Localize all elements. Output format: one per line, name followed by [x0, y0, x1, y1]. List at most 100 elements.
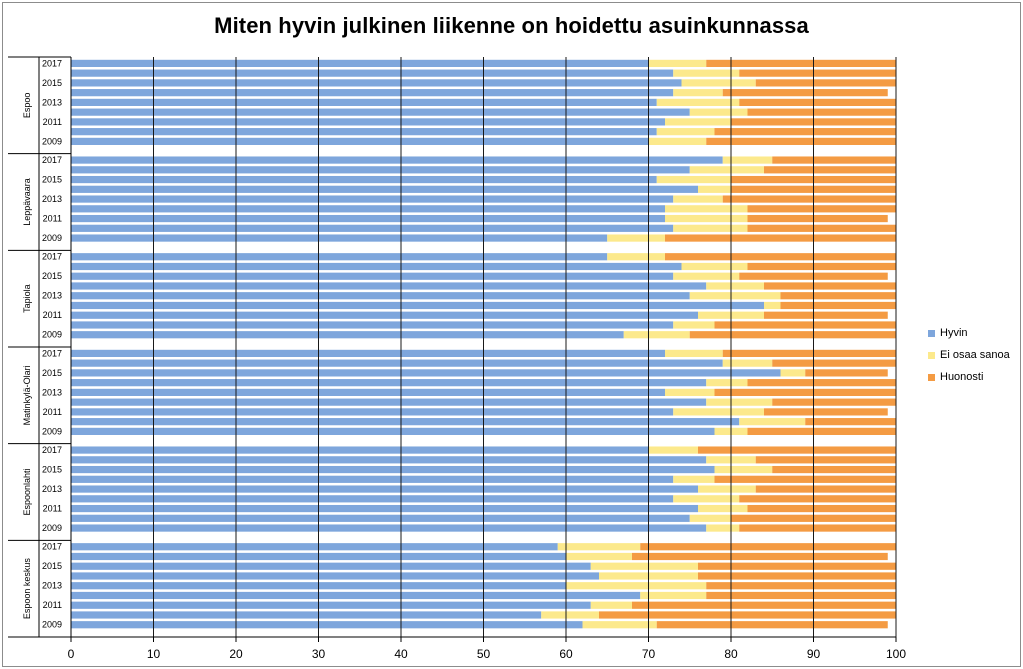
bar-huonosti: [780, 301, 896, 310]
bar-hyvin: [71, 272, 674, 280]
bar-huonosti: [632, 552, 888, 561]
bar-hyvin: [71, 89, 674, 97]
bar-huonosti: [764, 408, 888, 416]
bar-huonosti: [698, 562, 896, 570]
bar-ei-osaa-sanoa: [590, 601, 632, 609]
bar-ei-osaa-sanoa: [665, 214, 748, 223]
bar-ei-osaa-sanoa: [640, 591, 707, 600]
bar-huonosti: [714, 388, 896, 396]
x-tick-label: 0: [68, 647, 75, 661]
bar-ei-osaa-sanoa: [673, 495, 740, 503]
bar-hyvin: [71, 446, 649, 454]
bar-huonosti: [780, 292, 896, 300]
bar-huonosti: [739, 98, 896, 106]
bar-ei-osaa-sanoa: [582, 621, 657, 629]
year-label: 2015: [42, 175, 62, 185]
x-tick-label: 80: [724, 647, 738, 661]
bar-ei-osaa-sanoa: [764, 301, 781, 310]
x-tick-label: 90: [807, 647, 821, 661]
bar-ei-osaa-sanoa: [689, 166, 764, 174]
year-label: 2017: [42, 58, 62, 68]
x-tick-label: 100: [886, 647, 906, 661]
bar-hyvin: [71, 572, 599, 580]
bar-hyvin: [71, 321, 674, 329]
bar-ei-osaa-sanoa: [566, 582, 707, 590]
year-label: 2017: [42, 155, 62, 165]
bar-hyvin: [71, 79, 682, 87]
legend-label-hyvin: Hyvin: [940, 327, 968, 339]
year-label: 2009: [42, 426, 62, 436]
bar-hyvin: [71, 98, 657, 106]
group-label: Espoon keskus: [22, 558, 32, 620]
bar-hyvin: [71, 205, 665, 213]
bar-ei-osaa-sanoa: [673, 195, 723, 203]
bar-huonosti: [772, 359, 896, 367]
year-label: 2013: [42, 387, 62, 397]
bar-ei-osaa-sanoa: [607, 234, 665, 242]
bar-hyvin: [71, 166, 690, 174]
bar-ei-osaa-sanoa: [698, 504, 748, 513]
bar-ei-osaa-sanoa: [557, 543, 641, 551]
bar-hyvin: [71, 504, 698, 513]
group-label: Tapiola: [22, 284, 32, 313]
bar-huonosti: [747, 427, 896, 435]
bar-huonosti: [698, 572, 896, 580]
bar-ei-osaa-sanoa: [541, 611, 599, 619]
bar-ei-osaa-sanoa: [722, 156, 773, 164]
bar-hyvin: [71, 234, 608, 242]
bar-huonosti: [656, 621, 888, 629]
bar-hyvin: [71, 214, 665, 223]
year-label: 2015: [42, 78, 62, 88]
bar-ei-osaa-sanoa: [648, 137, 707, 145]
bar-ei-osaa-sanoa: [706, 282, 764, 290]
bar-ei-osaa-sanoa: [673, 475, 715, 483]
group-label: Leppävaara: [22, 178, 32, 226]
bar-hyvin: [71, 185, 698, 193]
year-label: 2013: [42, 484, 62, 494]
bar-huonosti: [747, 224, 896, 232]
bar-huonosti: [714, 321, 896, 329]
bar-hyvin: [71, 175, 657, 184]
bar-ei-osaa-sanoa: [689, 108, 748, 116]
x-tick-label: 50: [477, 647, 491, 661]
bar-huonosti: [772, 465, 896, 474]
bar-ei-osaa-sanoa: [780, 369, 806, 377]
bar-hyvin: [71, 369, 781, 377]
bar-hyvin: [71, 59, 649, 67]
year-label: 2011: [43, 214, 62, 224]
bar-huonosti: [747, 262, 896, 271]
bar-hyvin: [71, 282, 707, 290]
bar-hyvin: [71, 591, 641, 600]
bar-ei-osaa-sanoa: [656, 128, 715, 136]
bar-hyvin: [71, 456, 707, 464]
legend-swatch-huonosti: [928, 373, 935, 381]
x-tick-label: 20: [229, 647, 243, 661]
year-label: 2011: [43, 600, 62, 610]
bar-hyvin: [71, 485, 698, 493]
year-label: 2011: [43, 407, 62, 417]
x-tick-label: 30: [312, 647, 326, 661]
bar-hyvin: [71, 398, 707, 406]
bar-ei-osaa-sanoa: [673, 69, 740, 77]
bar-huonosti: [755, 456, 896, 464]
year-label: 2017: [42, 542, 62, 552]
bar-huonosti: [599, 611, 896, 619]
bar-huonosti: [747, 108, 896, 116]
bar-ei-osaa-sanoa: [656, 175, 731, 184]
bar-hyvin: [71, 562, 591, 570]
bar-huonosti: [764, 282, 896, 290]
bar-hyvin: [71, 543, 558, 551]
bar-hyvin: [71, 408, 674, 416]
year-label: 2015: [42, 271, 62, 281]
bar-hyvin: [71, 475, 674, 483]
bar-ei-osaa-sanoa: [665, 349, 723, 357]
bar-hyvin: [71, 388, 665, 396]
bar-ei-osaa-sanoa: [673, 224, 748, 232]
bar-ei-osaa-sanoa: [689, 292, 781, 300]
chart-title: Miten hyvin julkinen liikenne on hoidett…: [214, 13, 809, 38]
bar-hyvin: [71, 108, 690, 116]
bar-hyvin: [71, 331, 624, 339]
bar-hyvin: [71, 611, 542, 619]
bar-ei-osaa-sanoa: [706, 524, 740, 532]
bar-huonosti: [772, 156, 896, 164]
